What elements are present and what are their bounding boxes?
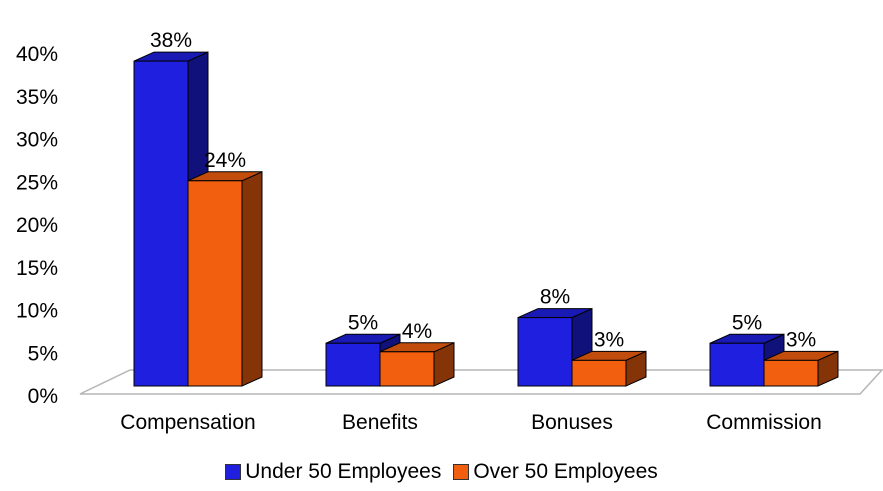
bar-side	[241, 171, 263, 387]
y-tick-label: 0%	[28, 385, 58, 408]
data-label: 4%	[402, 320, 432, 343]
y-tick-label: 25%	[16, 171, 58, 194]
bar-0-1	[187, 171, 263, 387]
bar-front	[517, 317, 573, 387]
y-axis: 0% 5% 10% 15% 20% 25% 30% 35% 40%	[16, 43, 58, 408]
y-tick-label: 40%	[16, 43, 58, 66]
x-tick-label: Benefits	[342, 411, 418, 434]
legend-swatch-under-50	[225, 464, 242, 480]
bar-2-0	[517, 307, 593, 387]
data-label: 38%	[150, 29, 192, 52]
bars	[133, 51, 839, 387]
y-tick-label: 10%	[16, 300, 58, 323]
y-tick-label: 5%	[28, 342, 58, 365]
data-label: 24%	[204, 149, 246, 172]
y-tick-label: 15%	[16, 257, 58, 280]
y-tick-label: 20%	[16, 214, 58, 237]
data-label: 3%	[786, 328, 816, 351]
legend-item-over-50: Over 50 Employees	[453, 460, 658, 484]
bar-front	[379, 351, 435, 387]
legend-label-over-50: Over 50 Employees	[473, 460, 658, 483]
y-tick-label: 35%	[16, 86, 58, 109]
bar-front	[133, 60, 189, 387]
legend-item-under-50: Under 50 Employees	[225, 460, 441, 484]
bar-front	[571, 359, 627, 387]
data-label: 5%	[732, 311, 762, 334]
chart-floor	[79, 369, 883, 395]
x-tick-label: Compensation	[120, 411, 255, 434]
bar-front	[763, 359, 819, 387]
data-label: 3%	[594, 328, 624, 351]
data-label: 5%	[348, 311, 378, 334]
x-tick-label: Commission	[706, 411, 822, 434]
bar-3-1	[763, 350, 839, 387]
legend-label-under-50: Under 50 Employees	[245, 460, 442, 483]
legend-swatch-over-50	[453, 464, 470, 480]
y-tick-label: 30%	[16, 129, 58, 152]
bar-front	[709, 342, 765, 387]
bar-1-1	[379, 342, 455, 387]
floor-plane	[79, 369, 883, 395]
x-axis: Compensation Benefits Bonuses Commission	[120, 411, 821, 434]
bar-front	[325, 342, 381, 387]
data-labels: 38% 24% 5% 4% 8% 3% 5% 3%	[150, 29, 816, 351]
x-tick-label: Bonuses	[531, 411, 613, 434]
data-label: 8%	[540, 286, 570, 309]
legend: Under 50 Employees Over 50 Employees	[0, 460, 883, 484]
bar-front	[187, 180, 243, 387]
bar-2-1	[571, 350, 647, 387]
